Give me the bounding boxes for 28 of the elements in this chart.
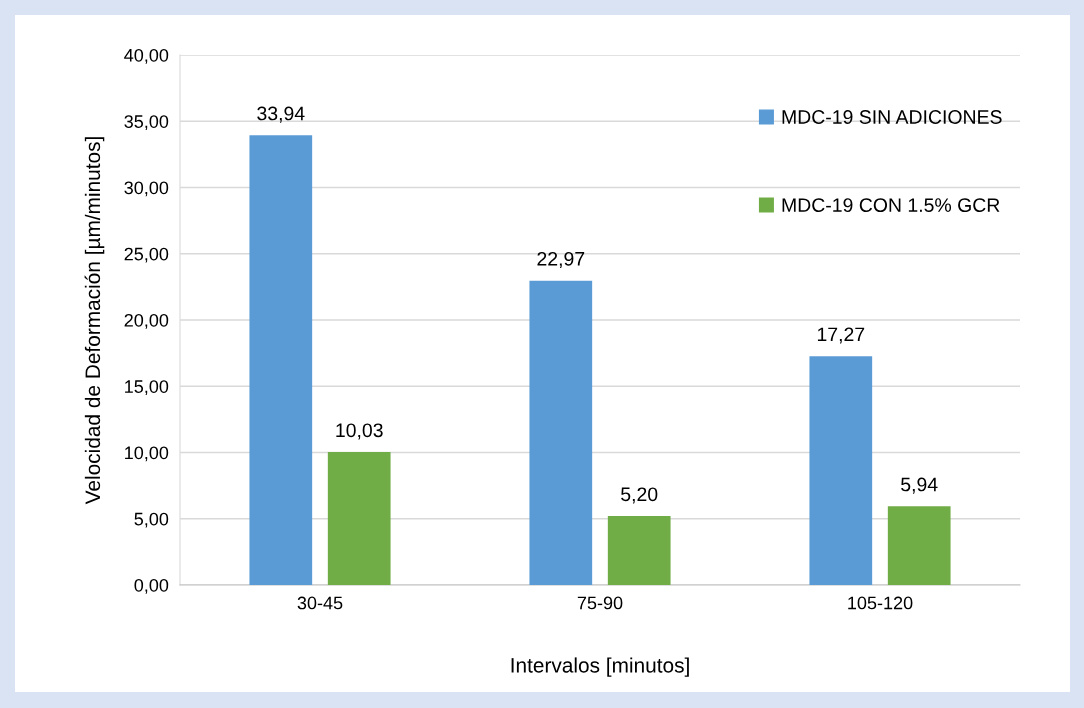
- y-tick-label: 5,00: [134, 512, 169, 528]
- data-label: 5,20: [621, 487, 658, 504]
- data-label: 10,03: [336, 423, 383, 440]
- y-axis-title: Velocidad de Deformación [µm/minutos]: [84, 137, 105, 505]
- y-tick-label: 20,00: [124, 313, 169, 329]
- bar: [529, 280, 593, 585]
- y-tick-label: 40,00: [124, 48, 169, 64]
- bar: [809, 356, 873, 585]
- bar: [327, 452, 391, 585]
- y-tick-label: 35,00: [124, 115, 169, 131]
- bar: [887, 506, 951, 585]
- data-label: 22,97: [537, 251, 585, 268]
- legend-label: MDC-19 SIN ADICIONES: [782, 110, 1002, 124]
- y-tick-label: 15,00: [125, 380, 169, 396]
- legend-label: MDC-19 CON 1.5% GCR: [782, 198, 1000, 213]
- data-label: 17,27: [817, 327, 865, 344]
- y-tick-label: 0,00: [134, 578, 169, 594]
- y-tick-label: 25,00: [124, 247, 169, 263]
- x-tick-label: 30-45: [297, 596, 343, 610]
- data-label: 5,94: [901, 477, 938, 494]
- x-tick-label: 105-120: [848, 596, 913, 610]
- x-tick-label: 75-90: [577, 596, 623, 610]
- y-tick-label: 30,00: [124, 181, 169, 197]
- data-label: 33,94: [257, 106, 305, 123]
- y-tick-label: 10,00: [125, 446, 169, 462]
- bar: [607, 516, 671, 585]
- bar: [249, 135, 313, 585]
- x-axis-title: Intervalos [minutos]: [511, 657, 689, 677]
